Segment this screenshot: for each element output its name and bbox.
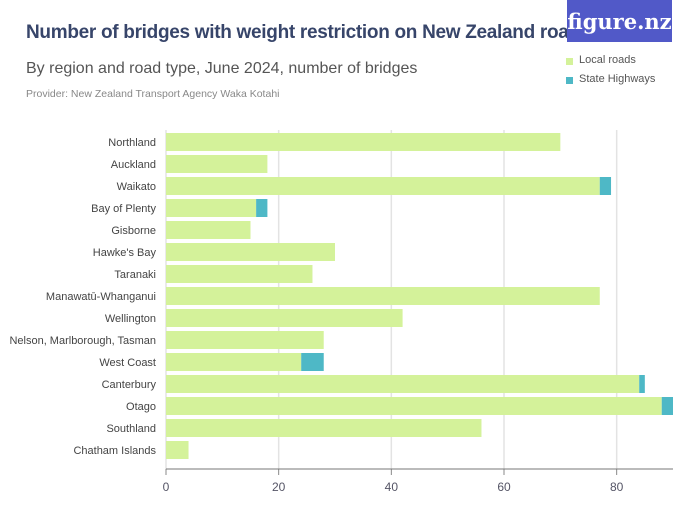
legend-label: Local roads [579,53,636,66]
category-label: Southland [106,423,156,435]
legend-item-state: State Highways [566,69,655,88]
category-label: West Coast [99,357,156,369]
bar-local-roads [166,287,600,305]
category-label: Gisborne [111,225,156,237]
category-label: Bay of Plenty [91,203,156,215]
provider-text: Provider: New Zealand Transport Agency W… [26,88,280,100]
category-label: Taranaki [114,269,156,281]
category-label: Chatham Islands [73,445,156,457]
category-label: Nelson, Marlborough, Tasman [9,335,156,347]
x-tick-label: 0 [163,480,170,494]
bar-state-highways [639,375,645,393]
bar-local-roads [166,133,561,151]
category-label: Waikato [117,181,156,193]
bar-state-highways [256,199,268,217]
bar-state-highways [599,177,612,195]
bar-local-roads [166,265,313,283]
legend-label: State Highways [579,72,656,85]
bar-local-roads [166,309,403,327]
x-tick-label: 20 [272,480,286,494]
category-label: Hawke's Bay [93,247,157,259]
chart-subtitle: By region and road type, June 2024, numb… [26,60,418,77]
bar-local-roads [166,221,251,239]
bar-state-highways [661,397,673,415]
legend-swatch-local [566,57,573,65]
bar-local-roads [166,331,324,349]
category-label: Otago [126,401,156,413]
bar-local-roads [166,375,640,393]
bar-local-roads [166,243,335,261]
category-label: Auckland [111,159,156,171]
legend: Local roads State Highways [566,50,655,88]
bar-local-roads [166,419,482,437]
bar-local-roads [166,353,302,371]
x-tick-label: 40 [385,480,399,494]
bar-local-roads [166,199,257,217]
legend-item-local: Local roads [566,50,655,69]
category-label: Canterbury [102,379,157,391]
bar-local-roads [166,155,268,173]
legend-swatch-state [566,76,573,84]
x-tick-label: 60 [497,480,511,494]
bar-local-roads [166,397,662,415]
chart-title: Number of bridges with weight restrictio… [26,22,591,43]
category-label: Northland [108,137,156,149]
figure-nz-logo[interactable]: figure.nz [567,0,672,42]
x-tick-label: 80 [610,480,624,494]
bar-local-roads [166,441,189,459]
bar-state-highways [301,353,324,371]
category-label: Wellington [105,313,156,325]
bar-local-roads [166,177,600,195]
category-label: Manawatū-Whanganui [46,291,156,303]
